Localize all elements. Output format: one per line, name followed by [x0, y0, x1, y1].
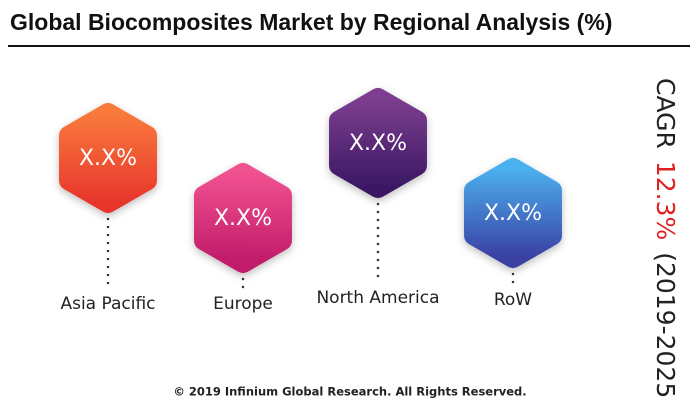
- title: Global Biocomposites Market by Regional …: [10, 9, 612, 35]
- region-value: X.X%: [484, 201, 542, 226]
- region-value: X.X%: [79, 146, 137, 171]
- cagr-text: CAGR 12.3% (2019-2025): [651, 78, 680, 400]
- region-value: X.X%: [349, 131, 407, 156]
- region-value: X.X%: [214, 206, 272, 231]
- hexagon: [194, 163, 292, 273]
- region-label: Europe: [213, 294, 273, 314]
- hexagon: [59, 103, 157, 213]
- region-label: RoW: [494, 290, 532, 310]
- footer: © 2019 Infinium Global Research. All Rig…: [173, 385, 526, 399]
- region-label: Asia Pacific: [60, 294, 155, 314]
- regions: X.X% Asia Pacific X.X% Europe X.X% North Amer…: [59, 88, 562, 314]
- region-label: North America: [316, 288, 439, 308]
- cagr-value: 12.3%: [651, 161, 680, 240]
- hexagon: [329, 88, 427, 198]
- hexagon: [464, 158, 562, 268]
- cagr-label: CAGR: [651, 78, 680, 149]
- cagr-period: (2019-2025): [651, 252, 680, 400]
